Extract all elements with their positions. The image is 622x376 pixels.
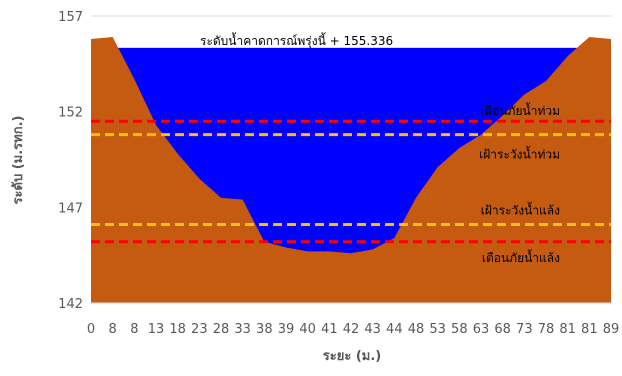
water-level-label: ระดับน้ำคาดการณ์พรุ่งนี้ + 155.336 bbox=[200, 32, 393, 49]
y-tick-label: 152 bbox=[58, 106, 83, 121]
threshold-label: เตือนภัยน้ำท่วม bbox=[480, 102, 560, 118]
x-tick-label: 53 bbox=[429, 322, 446, 337]
x-axis-title: ระยะ (ม.) bbox=[323, 349, 381, 364]
x-tick-label: 68 bbox=[494, 322, 511, 337]
x-tick-label: 73 bbox=[516, 322, 533, 337]
x-tick-label: 39 bbox=[278, 322, 295, 337]
x-tick-label: 18 bbox=[169, 322, 186, 337]
ground-area bbox=[91, 37, 611, 304]
y-axis-title: ระดับ (ม.รทก.) bbox=[11, 116, 26, 205]
x-tick-label: 40 bbox=[299, 322, 316, 337]
x-tick-label: 0 bbox=[87, 322, 95, 337]
threshold-label: เฝ้าระวังน้ำแล้ง bbox=[481, 202, 560, 218]
x-tick-label: 48 bbox=[408, 322, 425, 337]
threshold-label: เฝ้าระวังน้ำท่วม bbox=[479, 146, 560, 162]
x-tick-label: 13 bbox=[148, 322, 165, 337]
x-tick-label: 89 bbox=[603, 322, 620, 337]
x-tick-label: 81 bbox=[559, 322, 576, 337]
threshold-lines-layer bbox=[91, 119, 611, 244]
annotations-layer: เตือนภัยน้ำท่วมเฝ้าระวังน้ำท่วมเฝ้าระวัง… bbox=[200, 32, 560, 265]
x-tick-label: 78 bbox=[538, 322, 555, 337]
ground-area-layer bbox=[91, 37, 611, 304]
x-tick-label: 38 bbox=[256, 322, 273, 337]
x-tick-label: 58 bbox=[451, 322, 468, 337]
x-tick-label: 8 bbox=[130, 322, 138, 337]
x-tick-label: 28 bbox=[213, 322, 230, 337]
y-tick-label: 157 bbox=[58, 10, 83, 25]
x-tick-label: 23 bbox=[191, 322, 208, 337]
x-tick-label: 33 bbox=[234, 322, 251, 337]
x-tick-label: 81 bbox=[581, 322, 598, 337]
x-tick-label: 42 bbox=[343, 322, 360, 337]
x-tick-label: 44 bbox=[386, 322, 403, 337]
y-tick-label: 142 bbox=[58, 297, 83, 312]
x-tick-label: 43 bbox=[364, 322, 381, 337]
x-tick-label: 41 bbox=[321, 322, 338, 337]
x-tick-label: 8 bbox=[109, 322, 117, 337]
x-tick-label: 63 bbox=[473, 322, 490, 337]
threshold-label: เตือนภัยน้ำแล้ง bbox=[482, 249, 560, 265]
y-tick-label: 147 bbox=[58, 201, 83, 216]
